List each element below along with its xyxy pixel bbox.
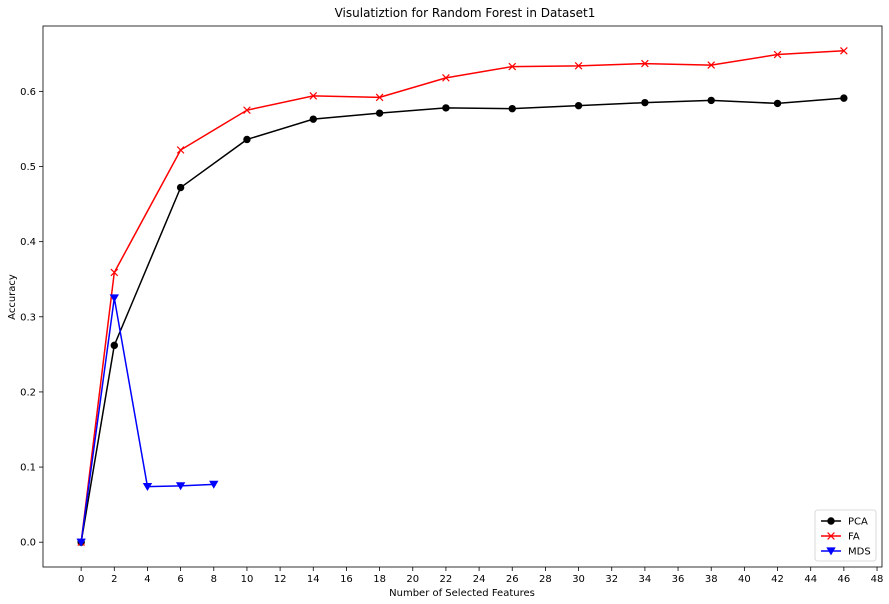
x-tick-label: 28 (539, 574, 552, 585)
legend-item-fa: FA (821, 532, 860, 543)
marker-stroke (243, 106, 251, 114)
x-tick-label: 20 (406, 574, 419, 585)
x-tick-label: 4 (144, 574, 150, 585)
data-point (109, 294, 119, 303)
marker-stroke (827, 532, 835, 540)
marker-stroke (176, 146, 185, 154)
y-axis: 0.0 0.1 0.2 0.3 0.4 0.5 0.6 (20, 87, 43, 549)
x-tick-label: 12 (274, 574, 287, 585)
x-tick-label: 16 (340, 574, 353, 585)
data-point (707, 61, 716, 69)
data-point (840, 46, 848, 55)
legend-label: FA (848, 532, 860, 543)
x-tick-label: 44 (804, 574, 817, 585)
series-line (80, 97, 844, 543)
x-tick-label: 0 (78, 574, 84, 585)
data-point (773, 50, 782, 59)
data-point (309, 92, 318, 100)
marker-stroke (375, 93, 384, 102)
x-tick-label: 26 (506, 574, 519, 585)
legend: PCA FA MDS (814, 509, 877, 562)
data-point (442, 74, 450, 82)
data-point (176, 183, 185, 192)
marker-stroke (442, 74, 450, 82)
data-point (209, 480, 219, 489)
data-point (375, 109, 384, 117)
marker-stroke (707, 61, 716, 69)
x-tick-label: 30 (572, 574, 585, 585)
legend-label: MDS (848, 547, 871, 558)
plot-area (42, 25, 883, 568)
data-point (175, 482, 186, 491)
marker-stroke (840, 46, 848, 55)
data-point (574, 61, 583, 70)
legend-item-mds: MDS (821, 547, 871, 558)
series-line (80, 50, 844, 543)
y-axis-label: Accuracy (7, 274, 18, 320)
series-layer (76, 46, 848, 547)
marker-stroke (574, 61, 583, 70)
data-point (110, 268, 119, 277)
x-tick-label: 36 (672, 574, 685, 585)
series-fa (77, 46, 848, 547)
chart-title: Visulatiztion for Random Forest in Datas… (335, 6, 596, 20)
data-point (243, 106, 251, 114)
y-tick-label: 0.1 (20, 463, 36, 474)
x-axis-label: Number of Selected Features (389, 588, 535, 599)
x-tick-label: 48 (871, 574, 884, 585)
x-tick-label: 42 (771, 574, 784, 585)
data-point (840, 94, 848, 102)
data-point (641, 59, 649, 68)
y-tick-label: 0.5 (20, 162, 36, 173)
x-tick-label: 14 (307, 574, 320, 585)
data-point (243, 135, 251, 144)
data-point (826, 547, 836, 556)
x-tick-label: 10 (241, 574, 254, 585)
marker-stroke (110, 268, 119, 277)
y-tick-label: 0.2 (20, 387, 36, 398)
series-pca (77, 94, 848, 546)
legend-label: PCA (848, 517, 868, 528)
x-tick-label: 2 (111, 574, 117, 585)
data-point (707, 96, 715, 105)
data-point (827, 532, 835, 540)
data-point (508, 104, 516, 113)
data-point (641, 98, 649, 107)
legend-item-pca: PCA (821, 517, 868, 528)
x-tick-label: 8 (211, 574, 217, 585)
x-axis: 0 2 4 6 8 10 12 14 16 18 20 22 24 26 28 30 32 34 36 38 40 42 4… (78, 567, 883, 585)
data-point (110, 341, 118, 350)
x-tick-label: 22 (440, 574, 453, 585)
y-tick-label: 0.6 (20, 87, 36, 98)
data-point (442, 104, 450, 112)
x-tick-label: 34 (639, 574, 652, 585)
series-mds (76, 294, 219, 547)
marker-stroke (508, 62, 517, 71)
x-tick-label: 46 (837, 574, 850, 585)
x-tick-label: 6 (177, 574, 183, 585)
marker-stroke (773, 50, 782, 59)
marker-stroke (309, 92, 318, 100)
x-tick-label: 40 (738, 574, 751, 585)
data-point (176, 146, 185, 154)
y-tick-label: 0.0 (20, 538, 36, 549)
data-point (508, 62, 517, 71)
x-tick-label: 38 (705, 574, 718, 585)
marker-stroke (641, 59, 649, 68)
y-tick-label: 0.4 (20, 237, 36, 248)
data-point (375, 93, 384, 102)
data-point (142, 483, 153, 491)
data-point (76, 538, 86, 547)
x-tick-label: 18 (373, 574, 386, 585)
data-point (574, 101, 583, 110)
data-point (827, 517, 835, 525)
x-tick-label: 32 (605, 574, 618, 585)
y-tick-label: 0.3 (20, 312, 36, 323)
x-tick-label: 24 (473, 574, 486, 585)
data-point (773, 99, 782, 108)
data-point (309, 115, 317, 123)
